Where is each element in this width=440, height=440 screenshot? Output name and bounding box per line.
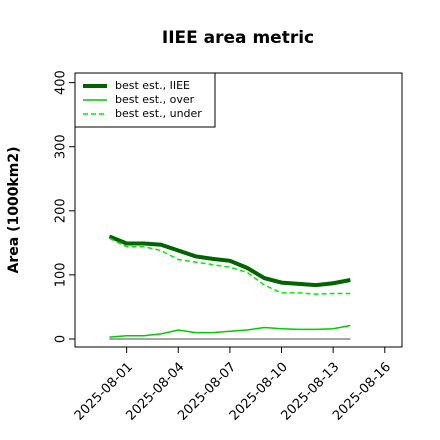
y-tick-label: 0: [54, 335, 69, 343]
y-axis-label: Area (1000km2): [6, 147, 22, 274]
y-tick-label: 200: [54, 198, 69, 223]
legend-label: best est., under: [115, 107, 202, 120]
series-line: [108, 234, 351, 288]
legend-label: best est., over: [115, 93, 195, 106]
y-tick-label: 100: [54, 262, 69, 287]
series-line: [109, 324, 351, 338]
legend-label: best est., IIEE: [115, 79, 190, 92]
plot-frame: [74, 72, 403, 348]
y-tick-label: 300: [54, 134, 69, 159]
y-tick-label: 400: [54, 70, 69, 95]
chart-title: IIEE area metric: [162, 28, 314, 48]
series-line: [109, 237, 351, 295]
